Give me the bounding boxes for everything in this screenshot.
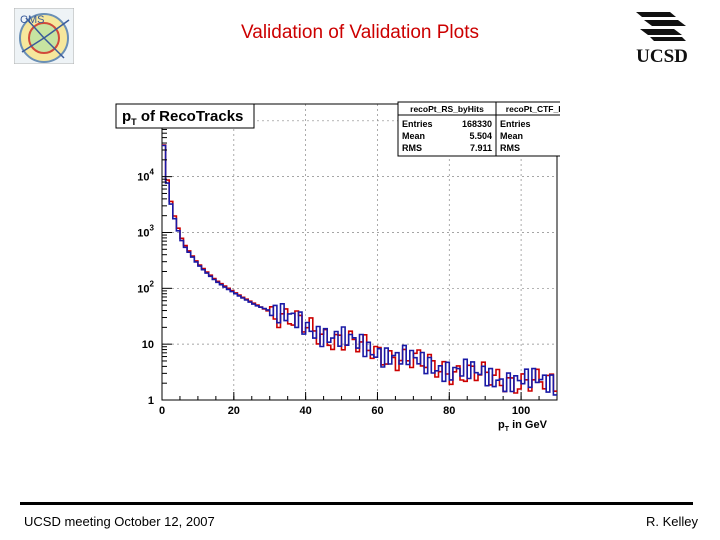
y-tick-label: 104 [137,168,154,184]
x-tick-label: 100 [512,405,530,417]
cms-logo: CMS [14,8,74,64]
stats-box-title: recoPt_CTF_byHits [506,104,560,114]
ucsd-logo-text: UCSD [636,46,688,66]
x-tick-label: 80 [443,405,455,417]
pt-histogram-chart: 020406080100110102103104105 pT of RecoTr… [110,96,560,436]
footer-author: R. Kelley [646,514,698,529]
chart-title: pT of RecoTracks [122,108,243,127]
cms-logo-text: CMS [20,14,44,26]
chart-title-box: pT of RecoTracks [116,104,254,128]
stats-key: RMS [500,143,520,153]
x-tick-label: 0 [159,405,165,417]
x-tick-label: 60 [371,405,383,417]
stats-value: 168330 [462,119,492,129]
series-layer [162,145,557,395]
stats-box: recoPt_RS_byHits Entries 168330 Mean 5.504 RM… [398,102,496,156]
ucsd-logo-mark [636,12,686,41]
stats-boxes: recoPt_RS_byHits Entries 168330 Mean 5.504 RM… [398,102,560,156]
stats-key: Mean [500,131,523,141]
stats-key: RMS [402,143,422,153]
series-line-recoPt_RS_byHits [162,145,557,393]
stats-value: 5.504 [469,131,492,141]
ucsd-logo: UCSD [626,8,698,66]
x-tick-label: 40 [300,405,312,417]
slide-title: Validation of Validation Plots [150,22,570,44]
stats-box-title: recoPt_RS_byHits [410,104,484,114]
footer-rule [20,502,693,505]
stats-value: 7.911 [470,143,492,153]
stats-key: Mean [402,131,425,141]
x-tick-label: 20 [228,405,240,417]
y-tick-label: 102 [137,279,154,295]
series-line-recoPt_CTF_byHits [162,146,557,395]
stats-key: Entries [500,119,531,129]
y-tick-label: 10 [142,339,154,351]
footer-meeting-text: UCSD meeting October 12, 2007 [24,514,215,529]
stats-box: recoPt_CTF_byHitsEntries263094Mean4.236R… [496,102,560,156]
stats-key: Entries [402,119,433,129]
y-tick-label: 1 [148,395,154,407]
x-axis-label: pT in GeV [498,419,548,433]
y-tick-label: 103 [137,223,154,239]
